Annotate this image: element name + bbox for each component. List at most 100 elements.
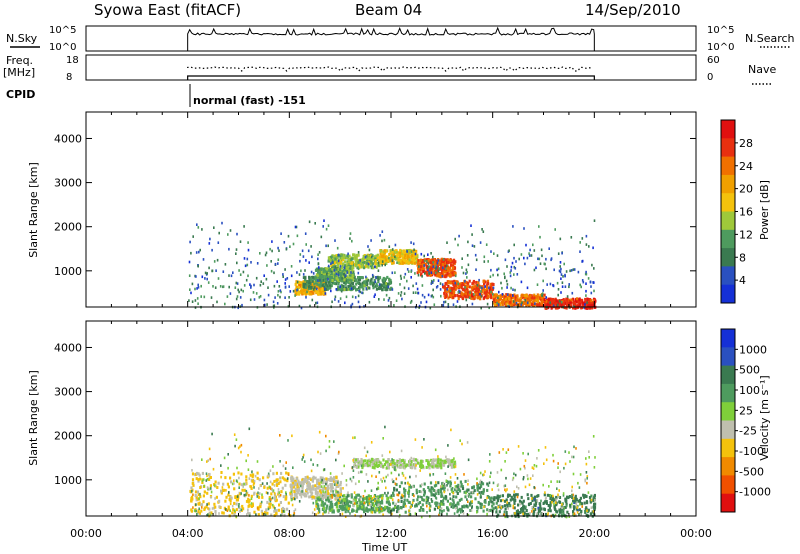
velocity-cell — [379, 461, 382, 465]
power-cell — [361, 257, 365, 261]
power-cell — [209, 237, 211, 241]
velocity-cell — [551, 513, 554, 517]
velocity-cell — [214, 480, 217, 484]
velocity-cell — [476, 488, 479, 492]
power-cell — [549, 282, 552, 286]
velocity-cell — [297, 488, 300, 492]
velocity-data — [189, 425, 597, 519]
power-colorbar-tick-label: 20 — [739, 183, 753, 196]
velocity-cell — [321, 500, 324, 504]
velocity-cell — [392, 508, 395, 512]
power-cell — [399, 283, 401, 286]
velocity-cell — [447, 465, 449, 468]
power-cell — [329, 260, 332, 264]
power-cell — [247, 248, 250, 252]
power-cell — [311, 255, 313, 259]
power-cell — [512, 294, 514, 297]
power-cell — [479, 286, 481, 289]
velocity-cell — [284, 478, 287, 482]
power-cell — [440, 271, 443, 275]
velocity-cell — [422, 508, 425, 512]
power-cell — [522, 300, 525, 304]
velocity-cell — [351, 508, 354, 512]
velocity-cell — [249, 485, 251, 488]
velocity-cell — [460, 484, 463, 488]
velocity-cell — [299, 490, 302, 494]
power-cell — [347, 265, 350, 268]
power-cell — [206, 272, 208, 275]
power-cell — [445, 274, 448, 278]
velocity-cell — [335, 490, 337, 493]
velocity-cell — [304, 476, 307, 479]
power-cell — [581, 300, 584, 304]
velocity-cell — [534, 499, 537, 503]
power-cell — [444, 264, 447, 268]
power-cell — [311, 283, 314, 287]
power-cell — [424, 270, 428, 274]
power-cell — [577, 300, 580, 304]
velocity-cell — [593, 493, 596, 497]
power-cell — [239, 273, 242, 276]
power-cell — [499, 297, 502, 300]
power-cell — [366, 280, 368, 284]
power-cell — [376, 253, 379, 257]
power-cell — [222, 270, 225, 273]
velocity-cell — [427, 486, 430, 489]
velocity-cell — [436, 501, 439, 505]
power-cell — [308, 278, 311, 282]
velocity-cell — [344, 510, 347, 514]
velocity-cell — [242, 507, 245, 511]
power-cell — [418, 306, 420, 309]
velocity-cell — [337, 498, 340, 502]
power-cell — [560, 277, 562, 280]
velocity-cell — [461, 505, 464, 509]
velocity-cell — [549, 501, 552, 505]
velocity-cell — [350, 493, 353, 497]
velocity-cell — [346, 495, 349, 498]
power-cell — [432, 280, 434, 284]
power-cell — [343, 278, 346, 282]
power-cell — [593, 289, 595, 293]
power-cell — [480, 306, 482, 310]
power-cell — [417, 261, 420, 265]
velocity-cell — [594, 456, 596, 459]
velocity-cell — [471, 500, 473, 503]
power-cell — [422, 259, 425, 263]
velocity-cell — [382, 464, 385, 468]
velocity-cell — [487, 503, 490, 506]
velocity-cell — [384, 425, 386, 429]
power-cell — [558, 299, 561, 303]
velocity-cell — [226, 482, 229, 486]
velocity-cell — [339, 483, 342, 487]
velocity-cell — [208, 511, 211, 515]
power-cell — [410, 276, 412, 279]
power-cell — [349, 264, 352, 268]
velocity-cell — [559, 470, 561, 474]
power-cell — [425, 272, 429, 276]
power-cell — [374, 257, 377, 261]
velocity-cell — [393, 462, 396, 466]
velocity-cell — [345, 498, 348, 501]
velocity-cell — [317, 478, 320, 482]
power-cell — [395, 249, 398, 253]
power-cell — [457, 297, 460, 301]
velocity-cell — [441, 459, 444, 463]
power-cell — [317, 268, 320, 272]
velocity-cell — [278, 503, 281, 507]
velocity-cell — [418, 490, 421, 493]
velocity-cell — [339, 493, 342, 497]
power-cell — [456, 293, 459, 297]
power-cell — [306, 290, 308, 294]
power-cell — [357, 253, 360, 257]
velocity-cell — [439, 461, 442, 465]
power-cell — [458, 234, 460, 238]
velocity-cell — [425, 465, 428, 469]
power-cell — [360, 263, 363, 267]
power-cell — [224, 302, 226, 306]
velocity-cell — [329, 503, 332, 507]
velocity-cell — [452, 505, 455, 509]
power-cell — [510, 265, 513, 269]
power-cell — [319, 267, 322, 271]
power-cell — [558, 304, 561, 308]
velocity-cell — [323, 495, 326, 499]
